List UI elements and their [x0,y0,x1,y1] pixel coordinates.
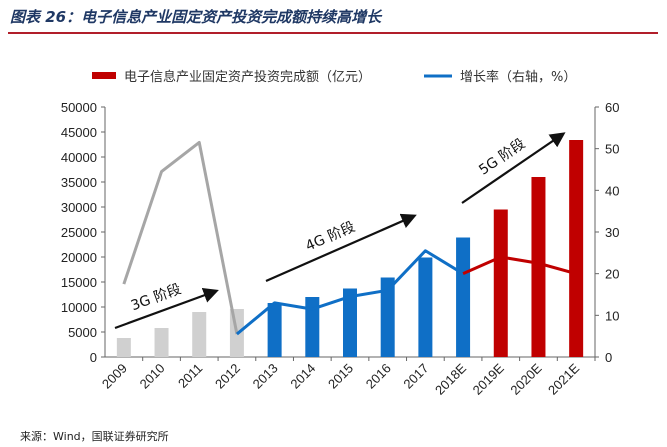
bar [380,277,395,357]
phase-label: 4G 阶段 [303,219,357,255]
y-right-tick-label: 20 [605,267,619,282]
x-tick-label: 2015 [325,361,356,392]
bar [493,209,508,357]
x-tick-label: 2014 [287,361,318,392]
bar [531,177,546,357]
y-left-tick-label: 35000 [61,175,97,190]
y-right-tick-label: 30 [605,225,619,240]
growth-line-5g [462,255,577,276]
phase-arrow [265,213,417,283]
bar [154,328,169,357]
phase-label: 5G 阶段 [476,136,528,179]
y-left-tick-label: 0 [90,350,97,365]
y-left-tick-label: 50000 [61,100,97,115]
figure-title: 图表 26：电子信息产业固定资产投资完成额持续高增长 [10,8,382,26]
source-note: 来源：Wind，国联证券研究所 [20,430,169,443]
growth-line-3g [122,140,239,335]
x-tick-label: 2017 [400,361,431,392]
bar [267,303,282,357]
bar [418,257,433,357]
y-left-tick-label: 25000 [61,225,97,240]
legend-label-line: 增长率（右轴，%） [460,69,576,85]
bar [569,140,584,357]
phase-label: 3G 阶段 [129,281,184,314]
legend-swatch-bar [92,72,116,79]
y-left-tick-label: 45000 [61,125,97,140]
x-tick-label: 2012 [212,361,243,392]
y-left-tick-label: 10000 [61,300,97,315]
y-left-tick-label: 15000 [61,275,97,290]
legend-label-bar: 电子信息产业固定资产投资完成额（亿元） [124,69,371,85]
y-left-tick-label: 30000 [61,200,97,215]
x-tick-label: 2021E [545,360,582,397]
y-right-tick-label: 10 [605,308,619,323]
y-left-tick-label: 5000 [68,325,97,340]
x-tick-label: 2011 [175,361,205,391]
title-rule [8,32,658,34]
growth-line-4g [235,249,464,336]
y-right-tick-label: 40 [605,183,619,198]
phase-arrow [461,132,566,204]
bar [343,288,357,357]
x-tick-label: 2019E [470,360,507,397]
phase-arrow [114,288,219,330]
y-left-tick-label: 20000 [61,250,97,265]
bar [192,312,207,357]
x-tick-label: 2016 [363,361,394,392]
x-tick-label: 2020E [507,360,544,397]
y-right-tick-label: 0 [605,350,612,365]
x-tick-label: 2013 [250,361,281,392]
bar [116,338,131,357]
bar [305,297,320,357]
x-tick-label: 2009 [99,361,130,392]
y-right-tick-label: 50 [605,142,619,157]
x-tick-label: 2018E [432,360,469,397]
x-tick-label: 2010 [137,361,168,392]
y-left-tick-label: 40000 [61,150,97,165]
y-right-tick-label: 60 [605,100,619,115]
bar [456,237,471,357]
